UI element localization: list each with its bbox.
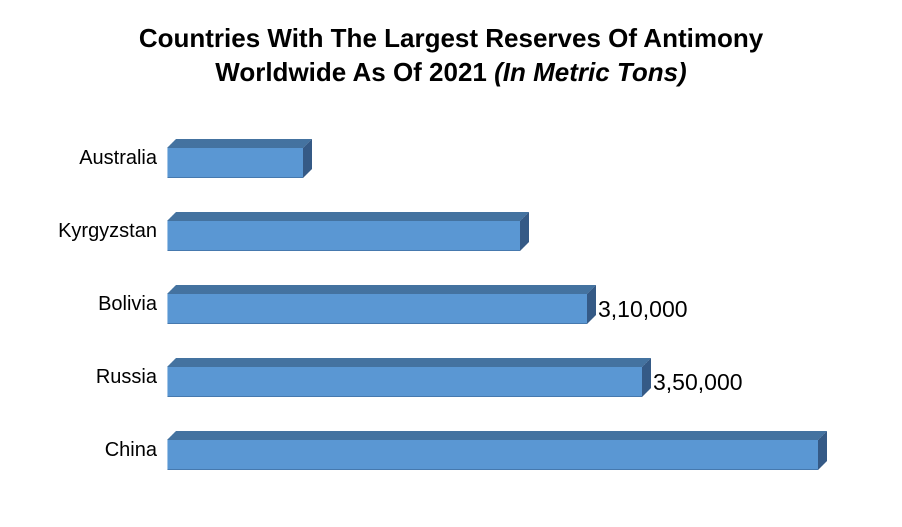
- category-label: Russia: [95, 366, 157, 388]
- bar-row: Bolivia 3,10,000: [0, 268, 902, 341]
- bar-group: [167, 212, 531, 251]
- bar-front-face: [167, 221, 520, 251]
- category-label: China: [104, 439, 157, 461]
- chart-title-line2-regular: Worldwide As Of 2021: [215, 57, 495, 87]
- bar-front-face: [167, 294, 587, 324]
- value-label: 3,50,000: [653, 369, 743, 395]
- bar-group: [167, 139, 314, 178]
- bar-top-face: [167, 212, 529, 221]
- chart-title-line2: Worldwide As Of 2021 (In Metric Tons): [0, 55, 902, 89]
- bar-front-face: [167, 367, 642, 397]
- chart-title-line2-italic: (In Metric Tons): [494, 57, 687, 87]
- bar-row: Australia: [0, 122, 902, 195]
- chart-title-line1: Countries With The Largest Reserves Of A…: [138, 23, 764, 53]
- bar-side-face: [303, 139, 312, 178]
- bar-row: Kyrgyzstan: [0, 195, 902, 268]
- bar: [167, 285, 596, 324]
- plot-area: Australia Kyrgyzstan Bolivia: [0, 122, 902, 487]
- bar-front-face: [167, 440, 818, 470]
- bar-top-face: [167, 431, 827, 440]
- bar-side-face: [642, 358, 651, 397]
- bar-top-face: [167, 358, 651, 367]
- bar: [167, 139, 312, 178]
- bar-group: [167, 431, 829, 470]
- bar-side-face: [587, 285, 596, 324]
- bar: [167, 212, 529, 251]
- bar-row: China: [0, 414, 902, 487]
- category-label: Australia: [79, 147, 157, 169]
- value-label: [312, 154, 314, 163]
- chart-title: Countries With The Largest Reserves Of A…: [0, 0, 902, 89]
- bar-side-face: [520, 212, 529, 251]
- bar-group: 3,10,000: [167, 285, 688, 324]
- category-label: Bolivia: [98, 293, 157, 315]
- value-label: [529, 227, 531, 236]
- bar: [167, 358, 651, 397]
- bar-front-face: [167, 148, 303, 178]
- bar-top-face: [167, 285, 596, 294]
- bar-top-face: [167, 139, 312, 148]
- category-label: Kyrgyzstan: [58, 220, 157, 242]
- bar-side-face: [818, 431, 827, 470]
- value-label: 3,10,000: [598, 296, 688, 322]
- value-label: [827, 446, 829, 455]
- bar-group: 3,50,000: [167, 358, 743, 397]
- bar-row: Russia 3,50,000: [0, 341, 902, 414]
- bar: [167, 431, 827, 470]
